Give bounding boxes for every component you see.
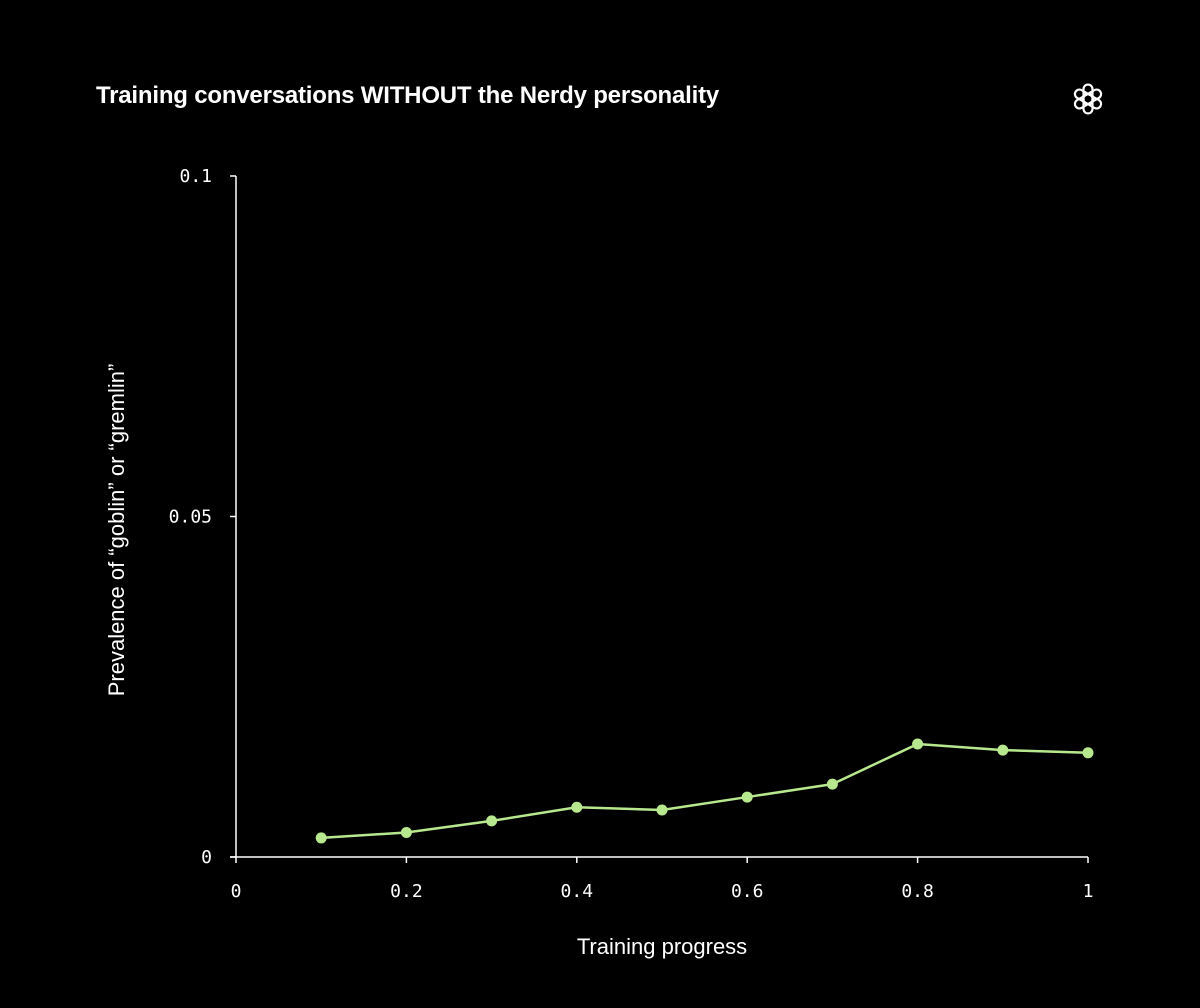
y-tick-label: 0.1: [179, 166, 212, 187]
x-tick-label: 0: [231, 881, 242, 902]
y-tick-label: 0.05: [169, 507, 212, 528]
series: [315, 738, 1094, 844]
data-point: [656, 804, 668, 816]
x-tick-label: 0.6: [731, 881, 764, 902]
chart-title: Training conversations WITHOUT the Nerdy…: [96, 82, 720, 109]
data-point: [997, 744, 1009, 756]
data-point: [826, 778, 838, 790]
x-axis-label: Training progress: [577, 934, 747, 959]
y-tick-label: 0: [201, 847, 212, 868]
openai-logo-icon: [1073, 83, 1103, 115]
data-point: [571, 801, 583, 813]
data-point: [912, 738, 924, 750]
data-point: [315, 832, 327, 844]
data-point: [741, 791, 753, 803]
series-line: [319, 742, 1090, 840]
ticks: 0 0.05 0.1 0 0.2 0.4 0.6 0.8 1: [169, 166, 1094, 902]
x-tick-label: 0.8: [901, 881, 934, 902]
x-tick-label: 0.4: [561, 881, 594, 902]
x-tick-label: 0.2: [390, 881, 423, 902]
y-axis-label: Prevalence of “goblin” or “gremlin”: [104, 364, 129, 697]
data-point: [1082, 747, 1094, 759]
data-point: [400, 826, 412, 838]
data-point: [486, 815, 498, 827]
axes: [230, 176, 1088, 858]
x-tick-label: 1: [1083, 881, 1094, 902]
